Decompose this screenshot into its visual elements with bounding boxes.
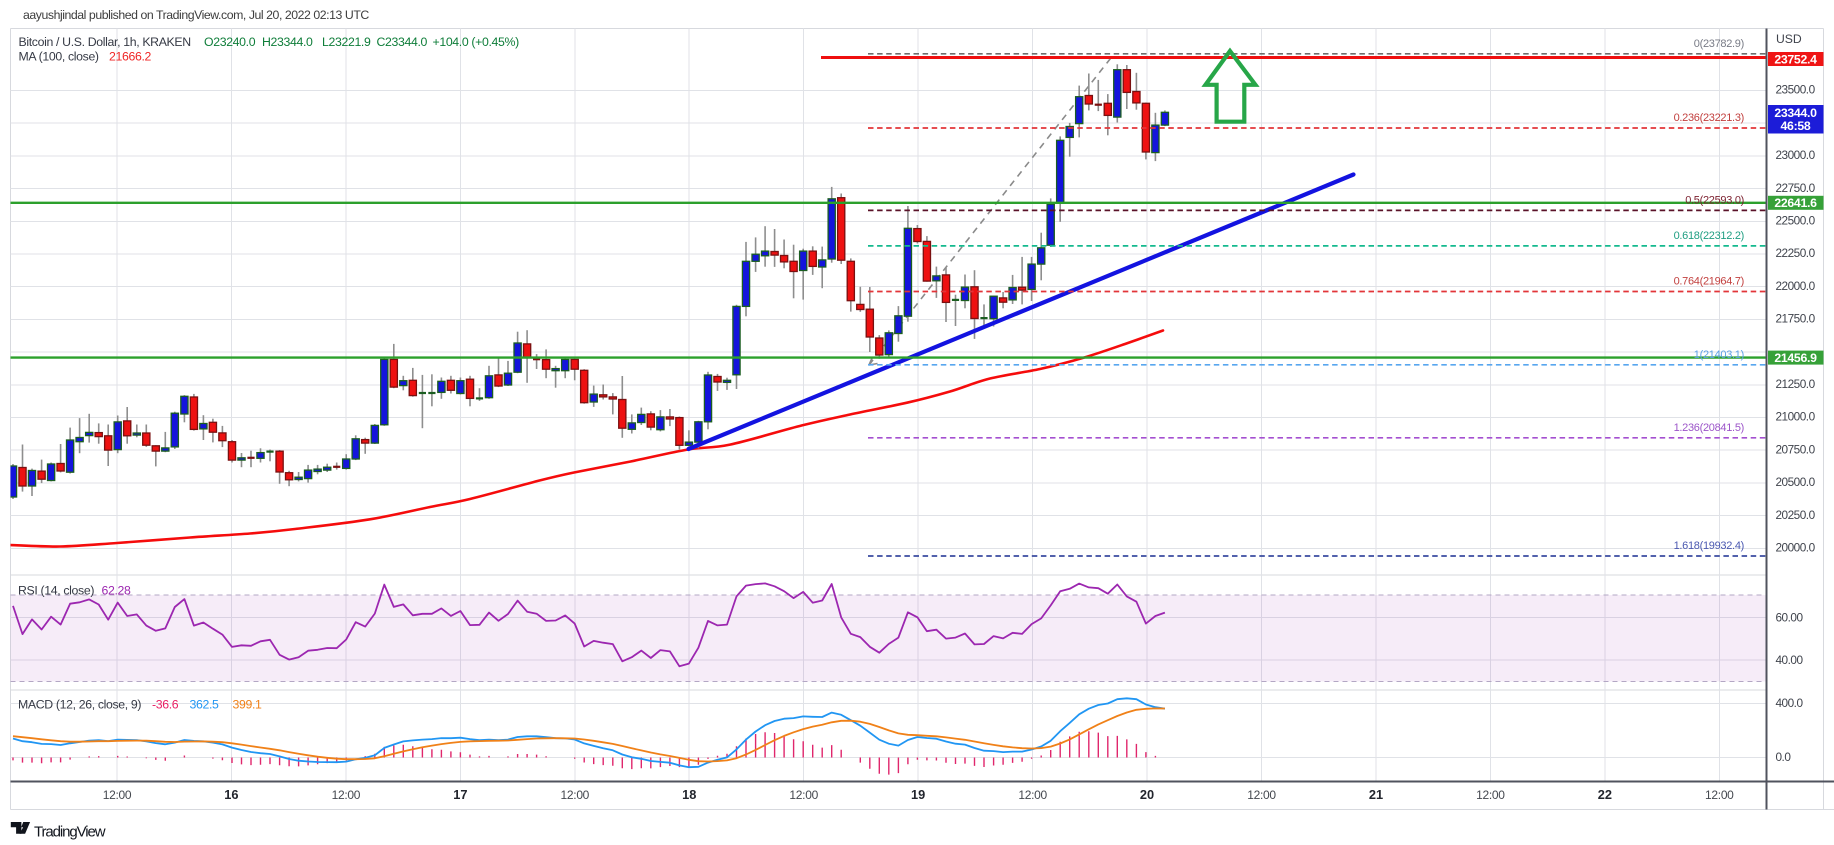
svg-text:USD: USD: [1776, 32, 1802, 46]
svg-text:20750.0: 20750.0: [1776, 442, 1816, 456]
svg-text:20250.0: 20250.0: [1776, 508, 1816, 522]
svg-text:12:00: 12:00: [1476, 788, 1505, 802]
svg-text:TradingView: TradingView: [34, 824, 106, 841]
svg-text:20500.0: 20500.0: [1776, 475, 1816, 489]
svg-text:20: 20: [1140, 787, 1154, 802]
svg-text:22000.0: 22000.0: [1776, 279, 1816, 293]
svg-text:aayushjindal published on Trad: aayushjindal published on TradingView.co…: [23, 8, 369, 22]
svg-text:12:00: 12:00: [789, 788, 818, 802]
svg-text:0.236(23221.3): 0.236(23221.3): [1674, 112, 1744, 124]
svg-text:21456.9: 21456.9: [1774, 351, 1817, 365]
svg-text:1(21403.1): 1(21403.1): [1694, 349, 1744, 361]
svg-text:19: 19: [911, 787, 925, 802]
svg-text:22: 22: [1598, 787, 1612, 802]
svg-text:0.618(22312.2): 0.618(22312.2): [1674, 230, 1744, 242]
svg-text:400.0: 400.0: [1776, 696, 1804, 710]
svg-text:46:58: 46:58: [1781, 119, 1811, 133]
svg-text:MA (100, close)21666.2: MA (100, close) 21666.2: [19, 50, 152, 64]
svg-text:Bitcoin / U.S. Dollar, 1h, KRA: Bitcoin / U.S. Dollar, 1h, KRAKEN O23240.…: [19, 35, 520, 49]
svg-text:60.00: 60.00: [1776, 610, 1804, 624]
svg-text:21750.0: 21750.0: [1776, 312, 1816, 326]
svg-text:12:00: 12:00: [1705, 788, 1734, 802]
svg-text:16: 16: [224, 787, 238, 802]
svg-text:21: 21: [1369, 787, 1383, 802]
svg-text:12:00: 12:00: [1247, 788, 1276, 802]
svg-text:22641.6: 22641.6: [1774, 196, 1817, 210]
svg-text:22500.0: 22500.0: [1776, 214, 1816, 228]
svg-text:12:00: 12:00: [1018, 788, 1047, 802]
svg-text:22250.0: 22250.0: [1776, 246, 1816, 260]
svg-text:23500.0: 23500.0: [1776, 83, 1816, 97]
svg-text:21250.0: 21250.0: [1776, 377, 1816, 391]
svg-text:1.236(20841.5): 1.236(20841.5): [1674, 422, 1744, 434]
svg-text:17: 17: [453, 787, 467, 802]
svg-text:MACD (12, 26, close, 9)-36.636: MACD (12, 26, close, 9) -36.6 362.5 399.1: [18, 698, 262, 712]
svg-text:0.5(22593.0): 0.5(22593.0): [1685, 195, 1744, 207]
svg-text:RSI (14, close)62.28: RSI (14, close) 62.28: [18, 584, 131, 598]
svg-text:12:00: 12:00: [103, 788, 132, 802]
svg-text:23752.4: 23752.4: [1774, 52, 1817, 66]
svg-text:23344.0: 23344.0: [1774, 106, 1817, 120]
svg-text:12:00: 12:00: [561, 788, 590, 802]
svg-text:40.00: 40.00: [1776, 653, 1804, 667]
svg-text:12:00: 12:00: [332, 788, 361, 802]
svg-text:20000.0: 20000.0: [1776, 541, 1816, 555]
svg-text:0(23782.9): 0(23782.9): [1694, 38, 1744, 50]
svg-text:22750.0: 22750.0: [1776, 181, 1816, 195]
svg-text:18: 18: [682, 787, 696, 802]
svg-text:23000.0: 23000.0: [1776, 148, 1816, 162]
svg-text:0.0: 0.0: [1776, 750, 1792, 764]
svg-text:0.764(21964.7): 0.764(21964.7): [1674, 276, 1744, 288]
svg-text:1.618(19932.4): 1.618(19932.4): [1674, 540, 1744, 552]
svg-text:21000.0: 21000.0: [1776, 410, 1816, 424]
